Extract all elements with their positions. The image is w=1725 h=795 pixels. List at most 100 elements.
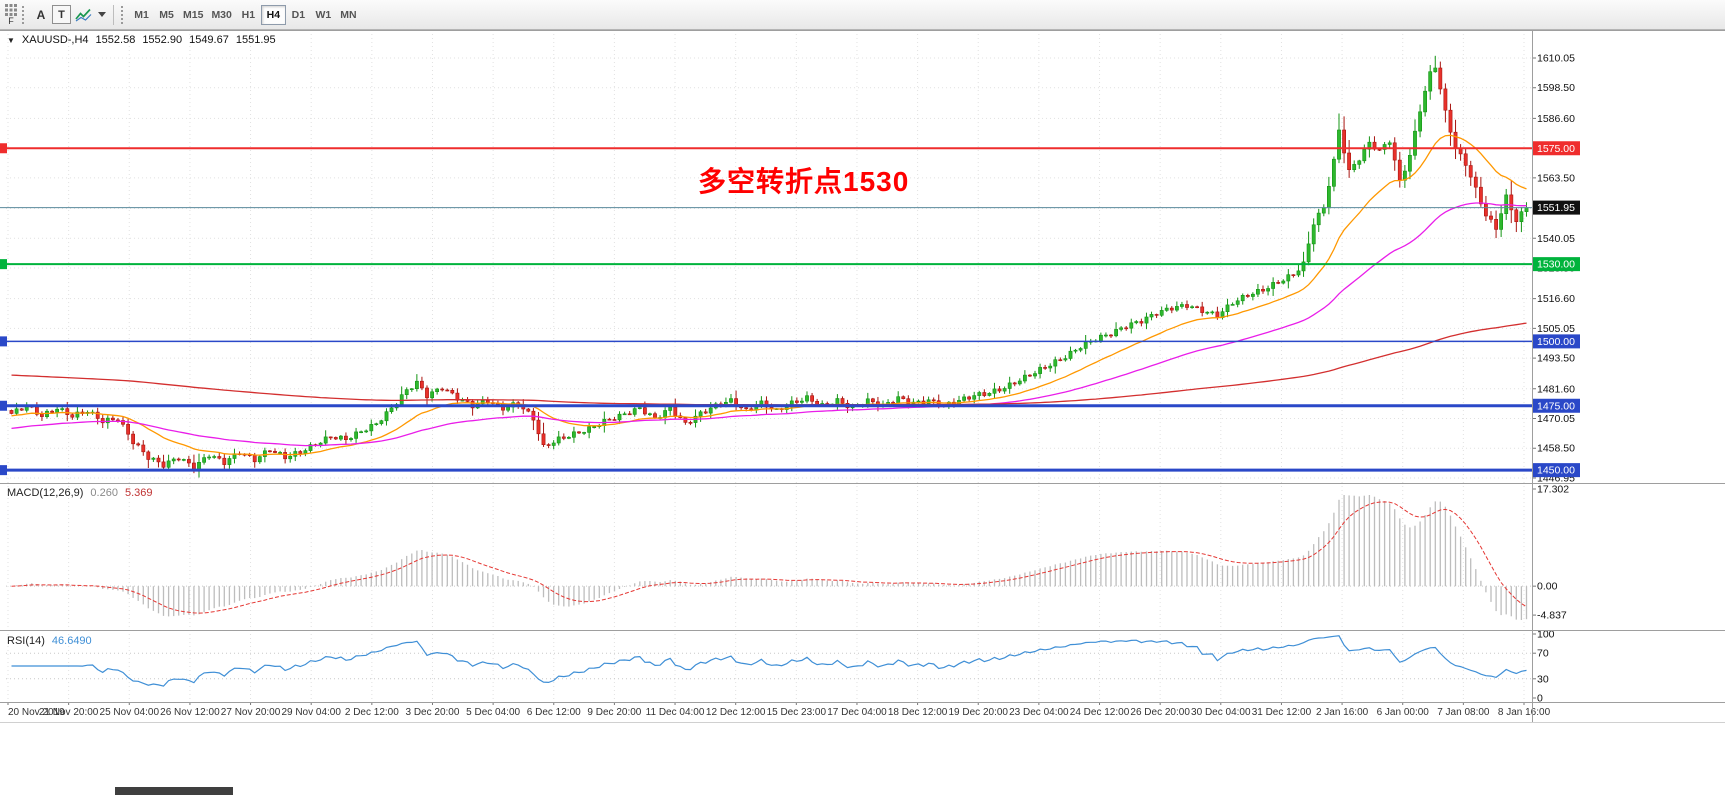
indicators-button[interactable] [71,4,95,26]
svg-text:30: 30 [1537,673,1549,685]
macd-main-value: 0.260 [90,487,118,499]
svg-text:23 Dec 04:00: 23 Dec 04:00 [1009,707,1069,718]
svg-text:21 Nov 20:00: 21 Nov 20:00 [39,707,99,718]
svg-text:15 Dec 23:00: 15 Dec 23:00 [767,707,827,718]
svg-text:1458.50: 1458.50 [1537,443,1575,455]
svg-text:2 Jan 16:00: 2 Jan 16:00 [1316,707,1369,718]
timeframe-w1[interactable]: W1 [311,5,336,25]
grid-layer [6,30,1532,702]
svg-text:1475.00: 1475.00 [1537,400,1575,412]
svg-text:26 Dec 20:00: 26 Dec 20:00 [1130,707,1190,718]
svg-text:6 Dec 12:00: 6 Dec 12:00 [527,707,581,718]
macd-panel: 17.302 0.00 -4.837 [6,484,1569,622]
svg-text:1563.50: 1563.50 [1537,172,1575,184]
macd-name: MACD(12,26,9) [7,487,84,499]
svg-text:18 Dec 12:00: 18 Dec 12:00 [888,707,948,718]
svg-text:0: 0 [1537,693,1543,705]
low-value: 1549.67 [189,34,229,46]
dropdown-caret-button[interactable] [95,4,108,26]
svg-text:19 Dec 20:00: 19 Dec 20:00 [948,707,1008,718]
text-label-button[interactable]: T [52,5,71,24]
svg-text:31 Dec 12:00: 31 Dec 12:00 [1252,707,1312,718]
timeframe-m15[interactable]: M15 [179,5,207,25]
toolbar-separator [113,4,114,25]
timeframe-m30[interactable]: M30 [207,5,235,25]
svg-text:20 Nov 2019: 20 Nov 2019 [8,707,65,718]
svg-text:24 Dec 12:00: 24 Dec 12:00 [1070,707,1130,718]
symbol-ohlc-line: ▼ XAUUSD-,H4 1552.58 1552.90 1549.67 155… [7,34,276,46]
toolbar-edge: F [2,3,20,26]
chart-text-annotation[interactable]: 多空转折点1530 [698,166,910,197]
svg-text:1551.95: 1551.95 [1537,202,1575,214]
panel-frames [0,30,1725,723]
timeframe-m1[interactable]: M1 [129,5,154,25]
toolbar-drag-handle[interactable] [22,5,26,24]
timeframe-m5[interactable]: M5 [154,5,179,25]
open-value: 1552.58 [95,34,136,46]
cursor-tool-button[interactable]: A [30,4,52,26]
svg-text:1505.05: 1505.05 [1537,323,1575,335]
rsi-panel: 100 70 30 0 [6,629,1555,705]
svg-text:1470.05: 1470.05 [1537,413,1575,425]
svg-text:1481.60: 1481.60 [1537,383,1575,395]
svg-text:29 Nov 04:00: 29 Nov 04:00 [281,707,341,718]
svg-text:17 Dec 04:00: 17 Dec 04:00 [827,707,887,718]
rsi-value: 46.6490 [51,635,92,647]
svg-text:6 Jan 00:00: 6 Jan 00:00 [1377,707,1430,718]
svg-text:17.302: 17.302 [1537,484,1569,496]
svg-text:1516.60: 1516.60 [1537,293,1575,305]
svg-text:25 Nov 04:00: 25 Nov 04:00 [100,707,160,718]
svg-text:8 Jan 16:00: 8 Jan 16:00 [1498,707,1551,718]
timeframe-d1[interactable]: D1 [286,5,311,25]
high-value: 1552.90 [142,34,183,46]
svg-text:3 Dec 20:00: 3 Dec 20:00 [406,707,460,718]
chart-window: 17.302 0.00 -4.837 100 70 30 0 1610.05 1598.50 15… [0,30,1725,795]
rsi-name: RSI(14) [7,635,45,647]
macd-signal-value: 5.369 [124,487,153,499]
price-axis: 1610.051598.501586.601575.051563.501551.… [1532,53,1580,484]
grid-icon[interactable] [5,3,17,16]
chart-canvas[interactable]: 17.302 0.00 -4.837 100 70 30 0 1610.05 1598.50 15… [0,30,1725,795]
timeframe-drag-handle[interactable] [121,5,125,24]
svg-text:1586.60: 1586.60 [1537,113,1575,125]
svg-text:0.00: 0.00 [1537,581,1558,593]
horizontal-lines-layer[interactable] [0,143,1532,476]
svg-text:2 Dec 12:00: 2 Dec 12:00 [345,707,399,718]
svg-text:7 Jan 08:00: 7 Jan 08:00 [1437,707,1490,718]
svg-text:1530.00: 1530.00 [1537,259,1575,271]
symbol-period-label: XAUUSD-,H4 [21,34,89,46]
svg-text:5 Dec 04:00: 5 Dec 04:00 [466,707,520,718]
svg-text:9 Dec 20:00: 9 Dec 20:00 [587,707,641,718]
macd-signal-line [11,501,1527,614]
chevron-down-icon [97,12,106,17]
ma-fast-line [11,134,1527,456]
macd-label: MACD(12,26,9) 0.260 5.369 [7,487,152,499]
svg-text:11 Dec 04:00: 11 Dec 04:00 [646,707,705,718]
svg-text:70: 70 [1537,648,1549,660]
svg-text:1493.50: 1493.50 [1537,353,1575,365]
svg-text:1598.50: 1598.50 [1537,82,1575,94]
rsi-label: RSI(14) 46.6490 [7,635,92,647]
svg-text:12 Dec 12:00: 12 Dec 12:00 [706,707,766,718]
timeframe-h1[interactable]: H1 [236,5,261,25]
ma-medium-line [11,202,1527,447]
svg-text:1575.00: 1575.00 [1537,143,1575,155]
taskbar-fragment [115,787,233,795]
svg-text:1450.00: 1450.00 [1537,465,1575,477]
svg-text:100: 100 [1537,629,1555,641]
timeframe-h4[interactable]: H4 [260,4,286,25]
svg-text:30 Dec 04:00: 30 Dec 04:00 [1191,707,1251,718]
rsi-line [11,635,1527,687]
svg-text:1500.00: 1500.00 [1537,336,1575,348]
close-value: 1551.95 [235,34,276,46]
svg-text:-4.837: -4.837 [1537,610,1567,622]
svg-text:27 Nov 20:00: 27 Nov 20:00 [221,707,281,718]
collapse-triangle-icon[interactable]: ▼ [7,35,15,45]
svg-text:1610.05: 1610.05 [1537,53,1575,65]
timeframe-mn[interactable]: MN [336,5,361,25]
ma-slow-line [11,322,1527,406]
indicator-icon [74,8,91,21]
top-toolbar: F A T M1 M5 M15 M30 H1 H4 D1 W1 MN [0,0,1725,30]
